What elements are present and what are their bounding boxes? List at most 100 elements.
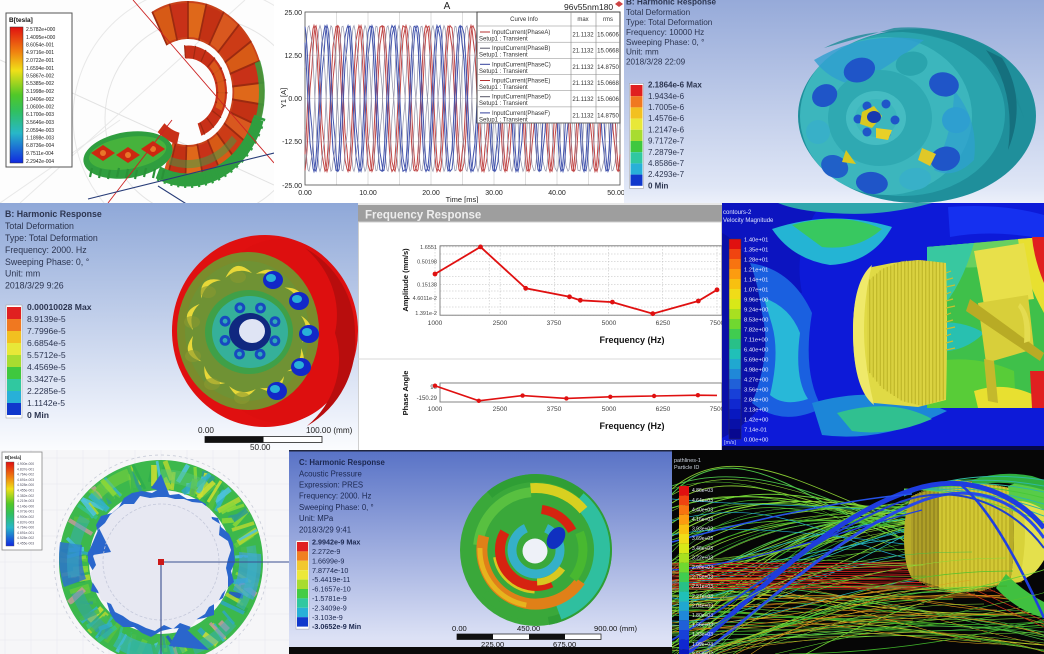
- svg-text:96v55nm180: 96v55nm180: [564, 2, 613, 12]
- svg-text:6.6854e-5: 6.6854e-5: [27, 338, 66, 348]
- svg-text:Time [ms]: Time [ms]: [446, 195, 479, 203]
- svg-text:4.073e-001: 4.073e-001: [17, 510, 34, 514]
- svg-text:1.21e+01: 1.21e+01: [744, 268, 768, 274]
- svg-text:2.51e+03: 2.51e+03: [692, 584, 713, 590]
- svg-text:21.1132: 21.1132: [572, 97, 594, 103]
- svg-text:InputCurrent(PhaseA): InputCurrent(PhaseA): [492, 30, 550, 36]
- svg-text:pathlines-1: pathlines-1: [674, 458, 701, 464]
- svg-text:2018/3/29 9:26: 2018/3/29 9:26: [5, 281, 64, 291]
- svg-text:3.69e+03: 3.69e+03: [692, 536, 713, 542]
- svg-text:7.7996e-5: 7.7996e-5: [27, 326, 66, 336]
- svg-text:4.900e-000: 4.900e-000: [17, 462, 34, 466]
- svg-text:1.9434e-6: 1.9434e-6: [648, 92, 685, 101]
- svg-text:Type: Total Deformation: Type: Total Deformation: [626, 18, 713, 27]
- svg-text:7.82e+00: 7.82e+00: [744, 328, 768, 334]
- svg-text:0.15138: 0.15138: [417, 282, 437, 288]
- svg-text:2500: 2500: [493, 406, 508, 413]
- svg-text:Unit: mm: Unit: mm: [5, 269, 40, 279]
- svg-text:2018/3/28 22:09: 2018/3/28 22:09: [626, 58, 686, 67]
- svg-text:3.46e+03: 3.46e+03: [692, 546, 713, 552]
- svg-text:Unit: MPa: Unit: MPa: [299, 514, 334, 523]
- svg-text:4.9716e-001: 4.9716e-001: [26, 50, 54, 56]
- svg-text:4.455e-001: 4.455e-001: [17, 489, 34, 493]
- svg-text:1000: 1000: [428, 320, 443, 327]
- svg-text:-12.50: -12.50: [282, 139, 302, 146]
- svg-text:30.00: 30.00: [485, 190, 503, 197]
- svg-text:1.35e+01: 1.35e+01: [744, 248, 768, 254]
- svg-text:20.00: 20.00: [422, 190, 440, 197]
- svg-text:A: A: [444, 1, 451, 12]
- svg-text:4.691e-003: 4.691e-003: [17, 478, 34, 482]
- svg-text:1.1898e-003: 1.1898e-003: [26, 136, 54, 142]
- svg-text:2.0594e-003: 2.0594e-003: [26, 128, 54, 134]
- svg-text:1.6699e-9: 1.6699e-9: [312, 556, 344, 565]
- svg-text:0.00010028 Max: 0.00010028 Max: [27, 302, 92, 312]
- svg-text:100.00 (mm): 100.00 (mm): [306, 426, 353, 435]
- svg-text:4.900e-002: 4.900e-002: [17, 515, 34, 519]
- svg-text:InputCurrent(PhaseB): InputCurrent(PhaseB): [492, 46, 550, 52]
- svg-text:B: Harmonic Response: B: Harmonic Response: [5, 209, 102, 219]
- svg-text:[m/s]: [m/s]: [724, 440, 736, 446]
- svg-text:2.75e+03: 2.75e+03: [692, 575, 713, 581]
- svg-text:6250: 6250: [656, 320, 671, 327]
- svg-text:3750: 3750: [547, 320, 562, 327]
- svg-text:1.56e+03: 1.56e+03: [692, 623, 713, 629]
- svg-text:1.6594e-001: 1.6594e-001: [26, 66, 54, 72]
- svg-text:Frequency: 2000. Hz: Frequency: 2000. Hz: [5, 245, 87, 255]
- svg-text:15.0606: 15.0606: [597, 33, 619, 39]
- svg-text:-3.103e-9: -3.103e-9: [312, 613, 343, 622]
- svg-text:4.837e-003: 4.837e-003: [17, 520, 34, 524]
- svg-text:4.764e-002: 4.764e-002: [17, 473, 34, 477]
- svg-text:1.0406e-002: 1.0406e-002: [26, 97, 54, 103]
- svg-text:Frequency: 2000. Hz: Frequency: 2000. Hz: [299, 492, 371, 501]
- svg-text:4.40e+03: 4.40e+03: [692, 507, 713, 513]
- svg-text:1.28e+01: 1.28e+01: [744, 258, 768, 264]
- svg-text:2018/3/29 9:41: 2018/3/29 9:41: [299, 526, 351, 535]
- svg-text:-150.29: -150.29: [417, 396, 438, 402]
- svg-text:-2.3409e-9: -2.3409e-9: [312, 603, 347, 612]
- svg-text:Sweeping Phase: 0, °: Sweeping Phase: 0, °: [299, 503, 374, 512]
- svg-text:0.00: 0.00: [452, 624, 467, 633]
- svg-text:Setup1 : Transient: Setup1 : Transient: [479, 101, 528, 107]
- svg-text:4.764e-000: 4.764e-000: [17, 526, 34, 530]
- svg-text:7.2879e-7: 7.2879e-7: [648, 148, 685, 157]
- svg-text:Frequency Response: Frequency Response: [365, 210, 481, 222]
- svg-text:4.64e+03: 4.64e+03: [692, 498, 713, 504]
- svg-text:Type: Total Deformation: Type: Total Deformation: [5, 233, 98, 243]
- svg-text:1.391e-2: 1.391e-2: [415, 311, 437, 317]
- svg-text:Sweeping Phase: 0, °: Sweeping Phase: 0, °: [626, 38, 704, 47]
- svg-text:0.00: 0.00: [298, 190, 312, 197]
- svg-text:2.0722e-001: 2.0722e-001: [26, 58, 54, 64]
- svg-text:B[tesla]: B[tesla]: [9, 17, 33, 24]
- svg-text:2.2942e-004: 2.2942e-004: [26, 159, 54, 165]
- svg-text:1.2147e-6: 1.2147e-6: [648, 125, 685, 134]
- svg-text:7.8774e-10: 7.8774e-10: [312, 566, 348, 575]
- svg-text:Phase Angle: Phase Angle: [401, 371, 410, 416]
- svg-text:2.272e-9: 2.272e-9: [312, 547, 340, 556]
- svg-text:4.455e-003: 4.455e-003: [17, 542, 34, 546]
- svg-text:0 Min: 0 Min: [648, 181, 669, 190]
- svg-text:Setup1 : Transient: Setup1 : Transient: [479, 85, 528, 91]
- svg-text:4.691e-001: 4.691e-001: [17, 531, 34, 535]
- svg-text:1.7005e-6: 1.7005e-6: [648, 103, 685, 112]
- svg-text:-6.1657e-10: -6.1657e-10: [312, 585, 351, 594]
- svg-text:21.1132: 21.1132: [572, 49, 594, 55]
- svg-text:5000: 5000: [602, 406, 617, 413]
- svg-text:1.6551: 1.6551: [420, 245, 437, 251]
- svg-text:225.00: 225.00: [481, 640, 504, 649]
- svg-text:4.16e+03: 4.16e+03: [692, 517, 713, 523]
- svg-text:25.00: 25.00: [284, 10, 302, 17]
- svg-text:12.50: 12.50: [284, 53, 302, 60]
- svg-text:Amplitude (mm/s): Amplitude (mm/s): [401, 248, 410, 312]
- svg-text:-1.5781e-9: -1.5781e-9: [312, 594, 347, 603]
- svg-text:4.837e-001: 4.837e-001: [17, 467, 34, 471]
- svg-text:4.219e-003: 4.219e-003: [17, 499, 34, 503]
- svg-text:2.98e+03: 2.98e+03: [692, 565, 713, 571]
- svg-text:15.0668: 15.0668: [597, 49, 619, 55]
- svg-text:2.2285e-5: 2.2285e-5: [27, 386, 66, 396]
- svg-text:4.4569e-5: 4.4569e-5: [27, 362, 66, 372]
- svg-text:0.00e+00: 0.00e+00: [744, 438, 768, 444]
- svg-text:9.96e+00: 9.96e+00: [744, 298, 768, 304]
- svg-text:21.1132: 21.1132: [572, 33, 594, 39]
- svg-text:4.8586e-7: 4.8586e-7: [648, 159, 685, 168]
